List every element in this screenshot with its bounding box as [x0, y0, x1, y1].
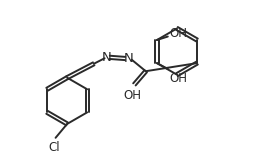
Text: N: N — [102, 51, 111, 64]
Text: Cl: Cl — [48, 141, 60, 154]
Text: OH: OH — [170, 27, 188, 40]
Text: N: N — [124, 52, 133, 64]
Text: OH: OH — [170, 72, 188, 85]
Text: OH: OH — [123, 89, 141, 102]
